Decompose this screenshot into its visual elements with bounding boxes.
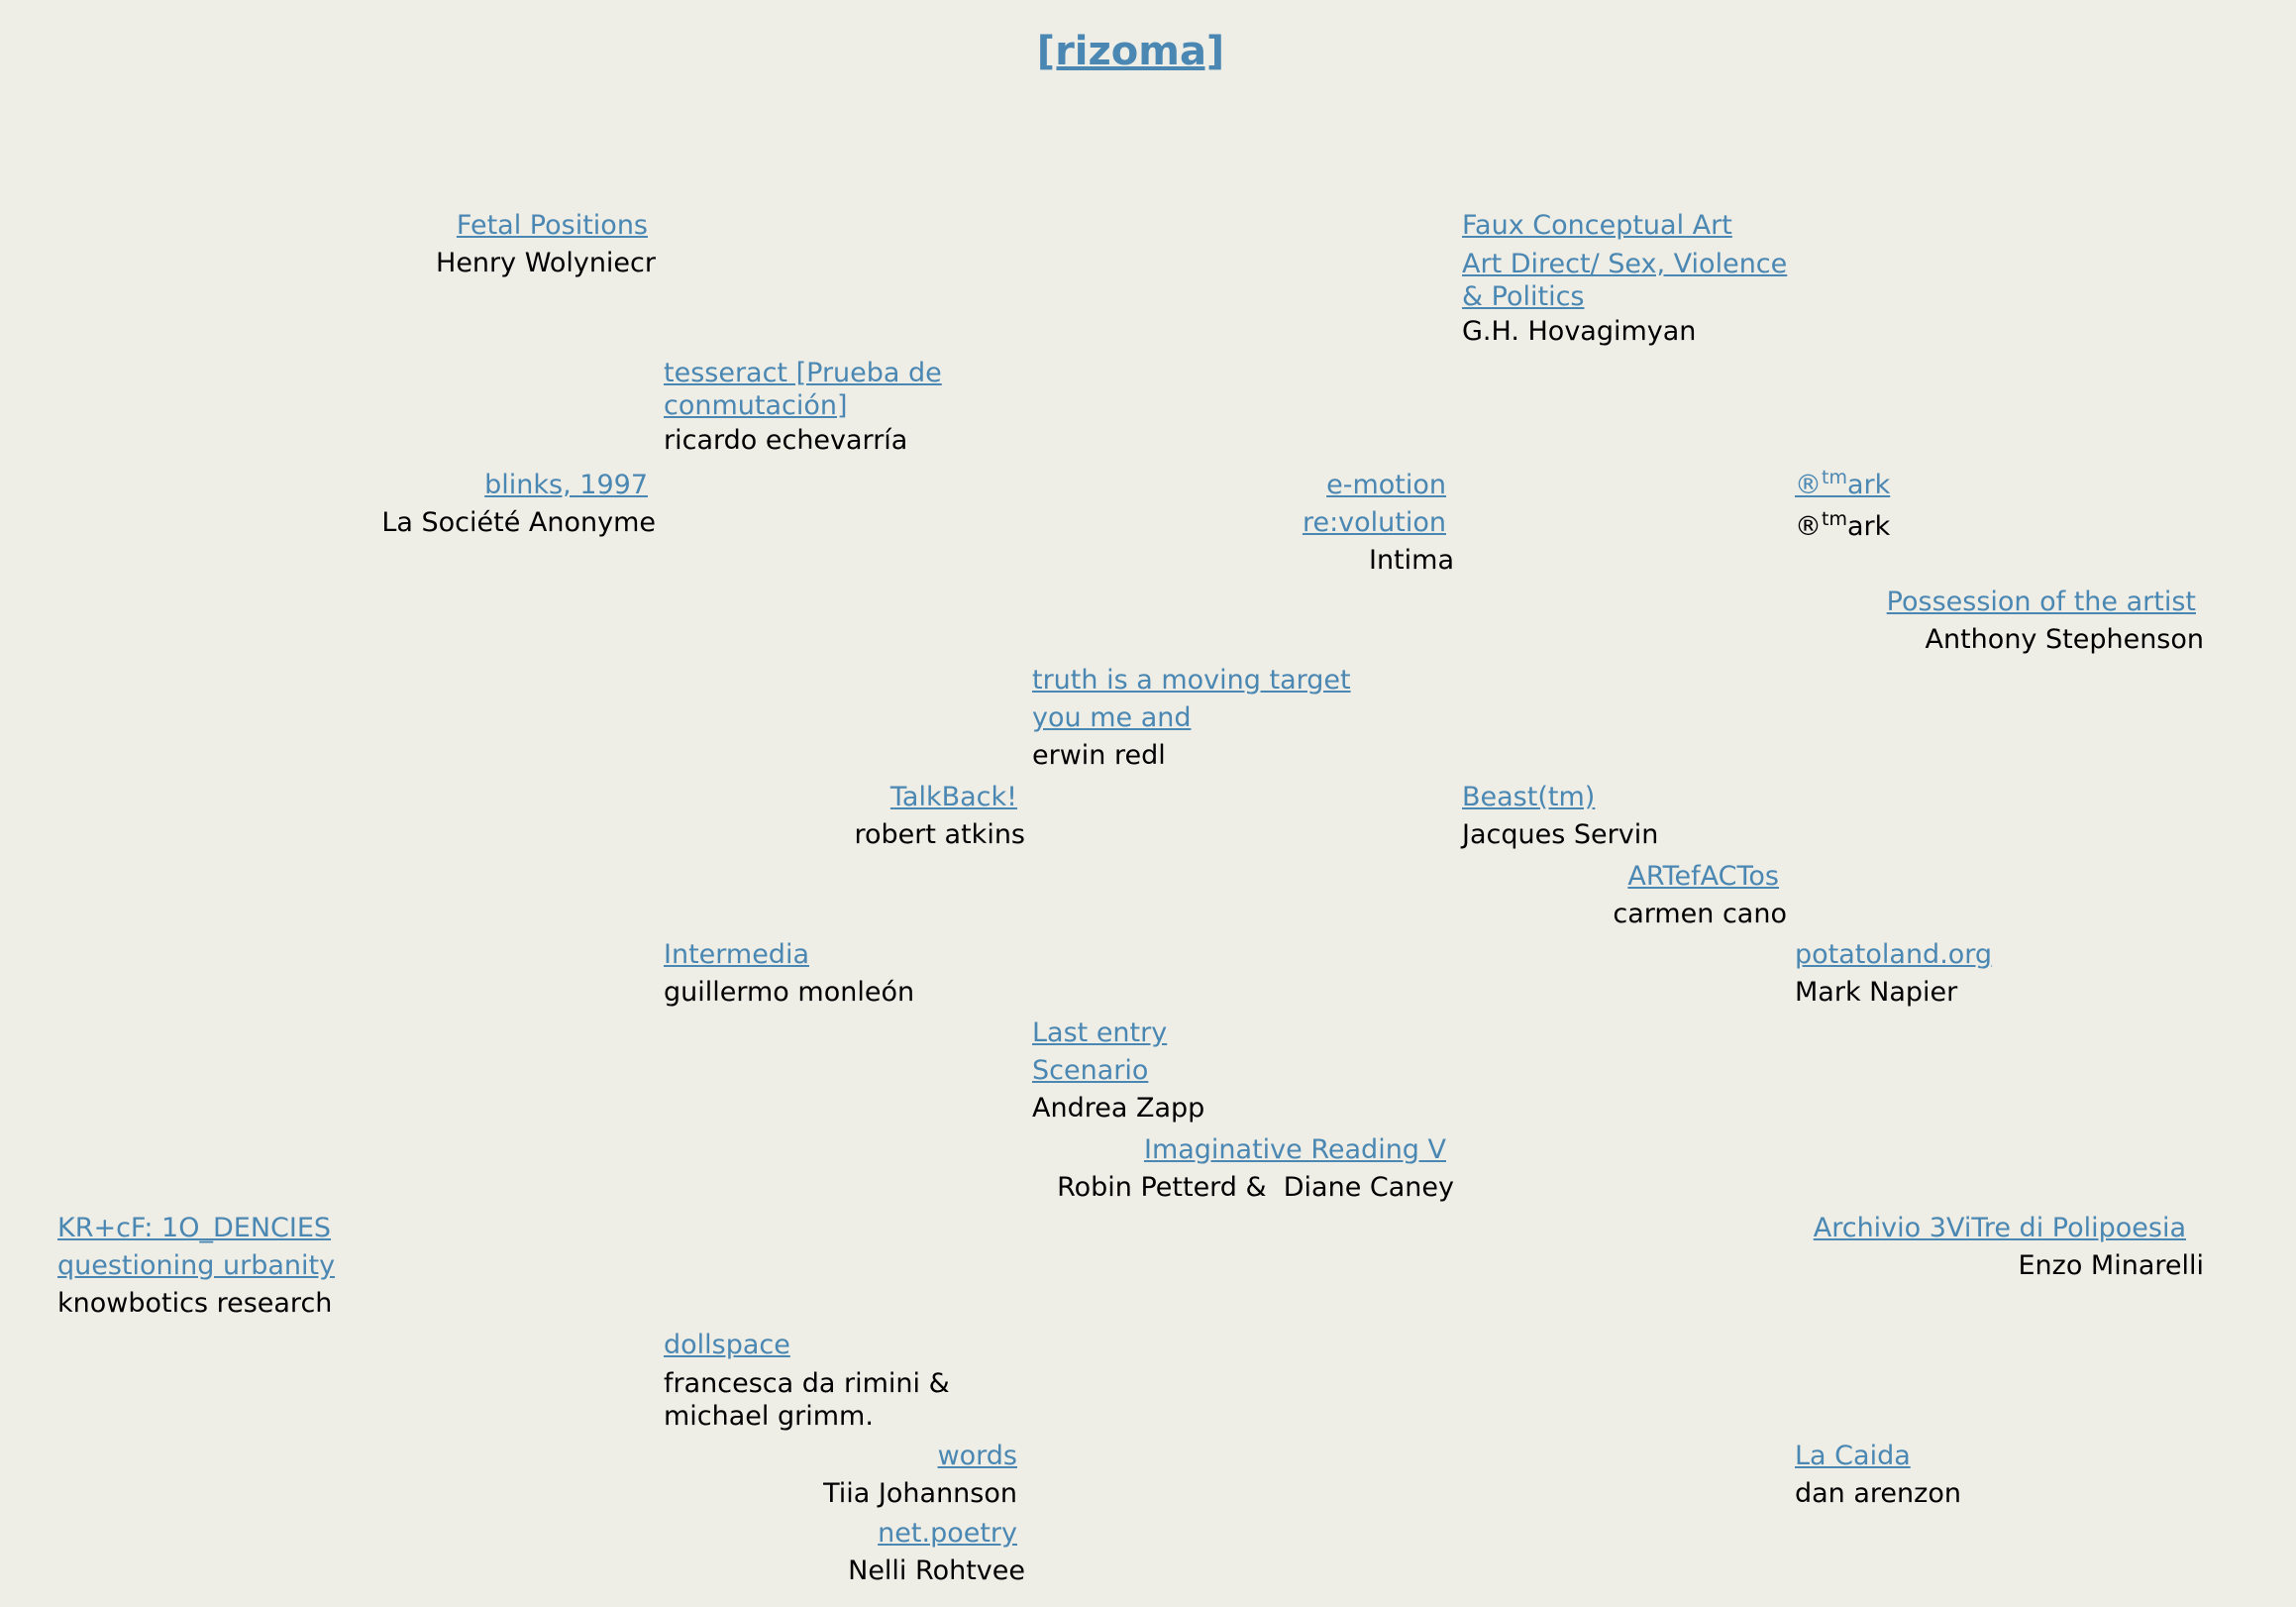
entry-net-poetry: net.poetry Nelli Rohtvee [848,1515,1025,1590]
work-link-talkback[interactable]: TalkBack! [889,782,1017,812]
entry-dollspace: dollspace francesca da rimini & michael … [664,1327,961,1433]
work-link-last-entry[interactable]: Last entry [1032,1018,1168,1048]
author-robin-petterd-diane-caney: Robin Petterd & Diane Caney [1057,1172,1454,1203]
author-gh-hovagimyan: G.H. Hovagimyan [1462,316,1697,347]
author-la-societe-anonyme: La Société Anonyme [381,507,656,538]
entry-possession-of-the-artist: Possession of the artist Anthony Stephen… [1887,584,2204,659]
author-enzo-minarelli: Enzo Minarelli [2018,1250,2204,1281]
entry-faux-conceptual-art: Faux Conceptual Art Art Direct/ Sex, Vio… [1462,207,1804,351]
work-link-dollspace[interactable]: dollspace [664,1330,790,1360]
author-guillermo-monleon: guillermo monleón [664,977,915,1008]
site-title-link[interactable]: [rizoma] [1036,29,1225,74]
author-rtmark: ®tmark [1795,508,1891,543]
work-link-beast-tm[interactable]: Beast(tm) [1462,782,1596,812]
work-link-questioning-urbanity[interactable]: questioning urbanity [57,1250,336,1281]
entry-last-entry: Last entry Scenario Andrea Zapp [1032,1015,1204,1127]
work-link-imaginative-reading-v[interactable]: Imaginative Reading V [1143,1134,1446,1165]
author-jacques-servin: Jacques Servin [1462,819,1659,850]
entry-fetal-positions: Fetal Positions Henry Wolyniecr [436,207,656,282]
entry-beast-tm: Beast(tm) Jacques Servin [1462,779,1658,854]
author-robert-atkins: robert atkins [854,819,1026,850]
entry-intermedia: Intermedia guillermo monleón [664,936,914,1012]
work-link-art-direct[interactable]: Art Direct/ Sex, Violence & Politics [1462,249,1788,312]
entry-talkback: TalkBack! robert atkins [855,779,1026,854]
entry-la-caida: La Caida dan arenzon [1795,1438,1961,1513]
entry-truth-is-a-moving-target: truth is a moving target you me and erwi… [1032,662,1351,775]
work-link-rtmark[interactable]: ®tmark [1795,467,1891,501]
work-link-artefactos[interactable]: ARTefACTos [1627,861,1779,892]
author-knowbotics-research: knowbotics research [57,1288,333,1319]
author-ricardo-echevarria: ricardo echevarría [664,425,908,456]
work-link-faux-conceptual-art[interactable]: Faux Conceptual Art [1462,210,1732,241]
entry-rtmark: ®tmark ®tmark [1795,467,1890,546]
entry-potatoland: potatoland.org Mark Napier [1795,936,1992,1012]
entry-words: words Tiia Johannson [823,1438,1017,1513]
author-intima: Intima [1368,545,1454,576]
work-link-blinks-1997[interactable]: blinks, 1997 [484,470,648,500]
entry-e-motion: e-motion re:volution Intima [1303,467,1454,580]
entry-imaginative-reading: Imaginative Reading V Robin Petterd & Di… [1057,1131,1454,1207]
work-link-scenario[interactable]: Scenario [1032,1055,1149,1086]
entry-blinks: blinks, 1997 La Société Anonyme [381,467,656,542]
author-tiia-johannson: Tiia Johannson [823,1478,1017,1509]
work-link-words[interactable]: words [937,1441,1017,1471]
author-andrea-zapp: Andrea Zapp [1032,1093,1205,1124]
author-henry-wolyniecr: Henry Wolyniecr [436,248,656,278]
work-link-krcf-10-dencies[interactable]: KR+cF: 1O_DENCIES [57,1213,332,1243]
work-link-net-poetry[interactable]: net.poetry [878,1518,1017,1549]
work-link-fetal-positions[interactable]: Fetal Positions [456,210,648,241]
author-dan-arenzon: dan arenzon [1795,1478,1961,1509]
entry-tesseract: tesseract [Prueba de conmutación] ricard… [664,357,981,460]
work-link-la-caida[interactable]: La Caida [1795,1441,1911,1471]
entry-artefactos: ARTefACTos carmen cano [1613,858,1787,933]
work-link-intermedia[interactable]: Intermedia [664,939,809,970]
work-link-archivio-3vitre[interactable]: Archivio 3ViTre di Polipoesia [1813,1213,2186,1243]
author-erwin-redl: erwin redl [1032,740,1166,771]
page-title: [rizoma] [0,26,2261,77]
entry-archivio: Archivio 3ViTre di Polipoesia Enzo Minar… [1814,1210,2204,1285]
author-mark-napier: Mark Napier [1795,977,1958,1008]
author-anthony-stephenson: Anthony Stephenson [1925,624,2204,655]
author-francesca-da-rimini: francesca da rimini & michael grimm. [664,1368,950,1432]
entry-krcf: KR+cF: 1O_DENCIES questioning urbanity k… [57,1210,335,1323]
work-link-tesseract[interactable]: tesseract [Prueba de conmutación] [664,358,942,421]
author-carmen-cano: carmen cano [1613,899,1787,929]
work-link-you-me-and[interactable]: you me and [1032,702,1192,733]
work-link-e-motion[interactable]: e-motion [1326,470,1446,500]
work-link-possession-of-the-artist[interactable]: Possession of the artist [1886,587,2196,617]
work-link-re-volution[interactable]: re:volution [1302,507,1446,538]
work-link-potatoland-org[interactable]: potatoland.org [1795,939,1993,970]
work-link-truth-is-a-moving-target[interactable]: truth is a moving target [1032,665,1351,696]
author-nelli-rohtvee: Nelli Rohtvee [848,1555,1025,1586]
